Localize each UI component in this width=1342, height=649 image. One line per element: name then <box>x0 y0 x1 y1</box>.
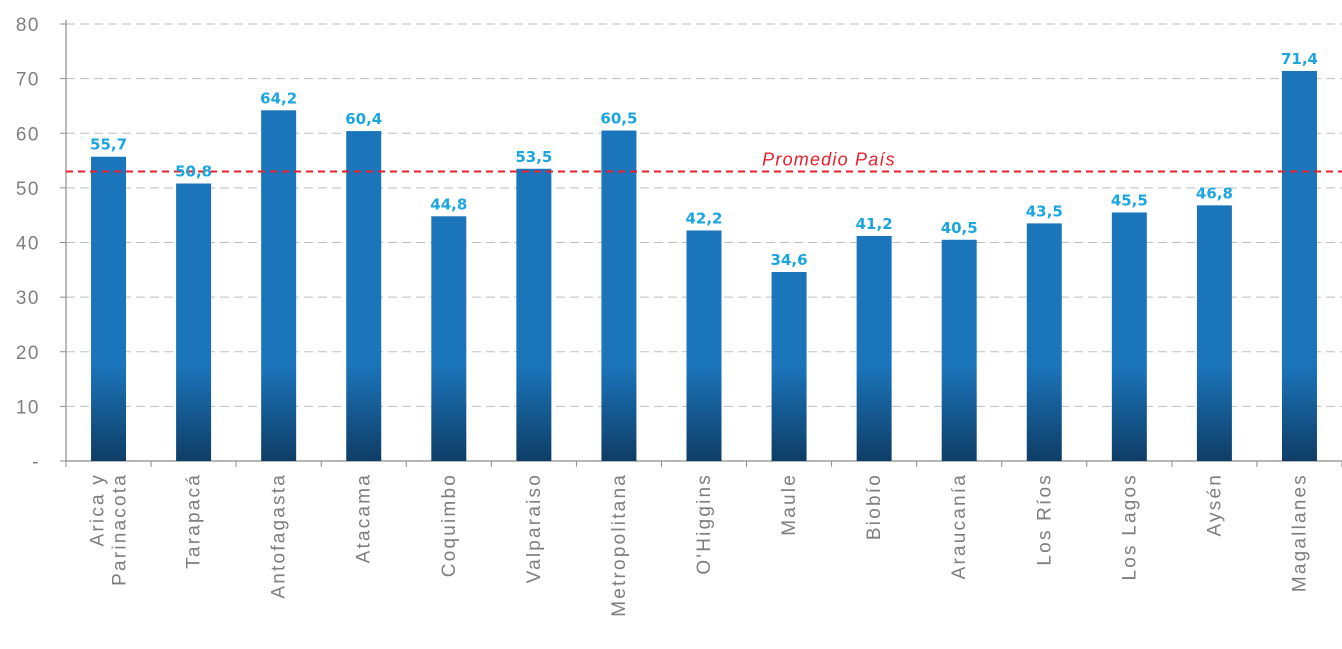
y-tick-label: 30 <box>16 288 40 309</box>
data-label: 64,2 <box>260 89 297 107</box>
bar <box>601 130 637 462</box>
bar <box>771 271 807 461</box>
data-label: 44,8 <box>430 195 467 213</box>
bar <box>1111 212 1147 461</box>
y-tick-label: 20 <box>16 343 40 364</box>
bar <box>1196 205 1232 461</box>
y-tick-label: 60 <box>16 124 40 145</box>
category-label: Tarapacá <box>184 473 205 569</box>
data-label: 40,5 <box>941 219 978 237</box>
category-label: Biobío <box>864 473 885 540</box>
reference-line-group: Promedio País <box>66 149 1342 173</box>
category-label: Valparaiso <box>524 473 545 583</box>
reference-line-label: Promedio País <box>762 149 896 169</box>
category-label: Los Ríos <box>1034 473 1055 566</box>
category-label: Atacama <box>354 473 375 563</box>
category-labels: Arica y Parinacota Tarapacá Antofagasta Atac… <box>88 473 1311 617</box>
data-label: 34,6 <box>771 251 808 269</box>
bar <box>346 131 382 461</box>
data-label: 50,8 <box>175 163 212 181</box>
category-label: Magallanes <box>1289 473 1310 592</box>
category-label: Metropolitana <box>609 473 630 617</box>
bar <box>941 239 977 461</box>
category-label: Aysén <box>1204 473 1225 536</box>
data-label: 41,2 <box>856 215 893 233</box>
category-label: Parinacota <box>110 473 131 586</box>
bar <box>1281 70 1317 461</box>
data-label: 46,8 <box>1196 184 1233 202</box>
data-label: 60,4 <box>345 110 382 128</box>
bar <box>516 168 552 461</box>
y-axis-ticks: - 10 20 30 40 50 60 70 80 <box>16 15 40 473</box>
category-label: Los Lagos <box>1119 473 1140 580</box>
data-label: 45,5 <box>1111 191 1148 209</box>
data-label: 55,7 <box>90 136 127 154</box>
data-labels: 55,7 50,8 64,2 60,4 44,8 53,5 60,5 42,2 34,6 41,2… <box>90 50 1318 269</box>
bar <box>856 235 892 461</box>
y-tick-label: 50 <box>16 179 40 200</box>
bar <box>686 230 722 461</box>
y-tick-label: 80 <box>16 15 40 36</box>
category-label: Antofagasta <box>269 473 290 599</box>
category-label: Arica y <box>88 473 109 546</box>
data-label: 60,5 <box>600 110 637 128</box>
data-label: 53,5 <box>515 148 552 166</box>
category-label: O'Higgins <box>694 473 715 575</box>
bar <box>261 110 297 462</box>
category-label: Coquimbo <box>439 473 460 577</box>
data-label: 42,2 <box>685 209 722 227</box>
category-label: Maule <box>779 473 800 536</box>
category-label: Araucanía <box>949 473 970 579</box>
bar <box>1026 223 1062 461</box>
y-tick-label: 10 <box>16 397 40 418</box>
bar <box>431 216 467 461</box>
y-tick-label: 70 <box>16 70 40 91</box>
y-tick-label: - <box>32 452 40 473</box>
y-tick-label: 40 <box>16 234 40 255</box>
bar <box>176 183 212 461</box>
bars <box>91 70 1317 462</box>
bar <box>91 156 127 461</box>
data-label: 43,5 <box>1026 202 1063 220</box>
data-label: 71,4 <box>1281 50 1318 68</box>
